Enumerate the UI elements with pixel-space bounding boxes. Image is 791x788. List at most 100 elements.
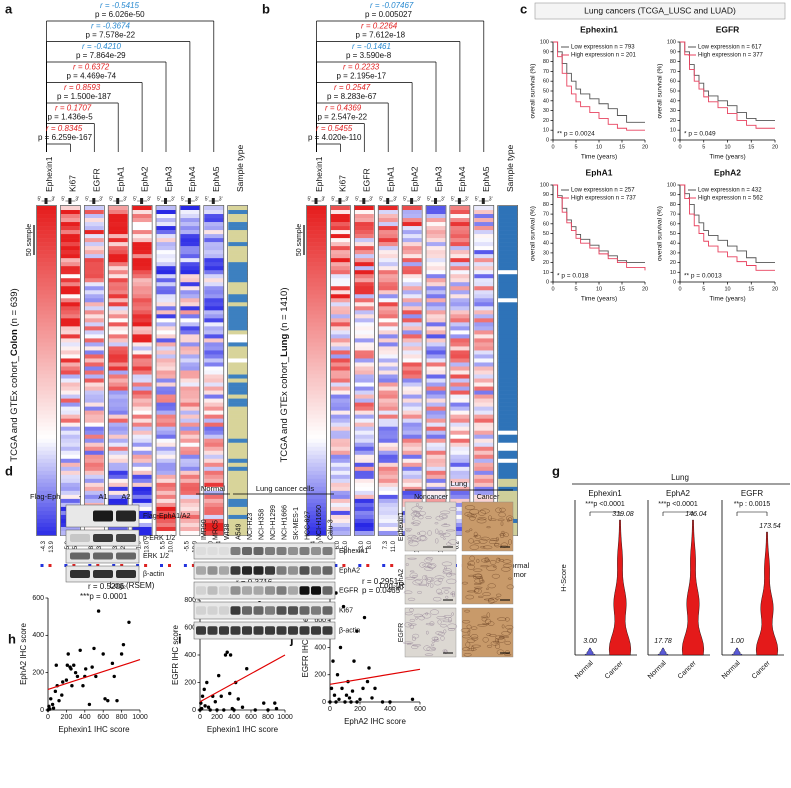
heatmap-cell — [60, 246, 80, 251]
chart-title: EGFR — [716, 24, 740, 34]
heatmap-cell — [228, 366, 248, 371]
heatmap-frame — [449, 205, 471, 536]
heatmap-cell — [378, 282, 398, 287]
x-tick-label: 20 — [772, 144, 778, 150]
heatmap-cell — [108, 446, 128, 452]
heatmap-cell — [474, 398, 494, 403]
heatmap-cell — [108, 418, 128, 423]
heatmap-cell — [204, 330, 224, 335]
heatmap-cell — [132, 494, 152, 500]
heatmap-cell — [37, 270, 56, 275]
gene-end: 5' — [308, 196, 312, 202]
x-tick-label: 10 — [724, 144, 730, 150]
heatmap-cell — [204, 234, 224, 239]
heatmap-cell — [37, 430, 56, 435]
heatmap-cell — [180, 406, 200, 411]
heatmap-frame — [36, 205, 57, 536]
heatmap-cell — [60, 210, 80, 215]
heatmap-cell — [204, 398, 224, 403]
range-label: 13.9 — [49, 540, 55, 552]
heatmap-cell — [450, 354, 470, 359]
heatmap-cell — [307, 378, 326, 383]
heatmap-cell — [498, 390, 518, 395]
ihc-texture — [467, 560, 475, 566]
heatmap-cell — [132, 414, 152, 419]
lane-header: Flag-Eph — [30, 492, 60, 501]
heatmap-cell — [498, 394, 518, 399]
ihc-texture — [419, 562, 426, 568]
heatmap-cell — [60, 378, 80, 383]
blot-band — [230, 547, 241, 555]
heatmap-cell — [228, 226, 248, 231]
ihc-texture — [434, 575, 445, 580]
heatmap-cell — [132, 422, 152, 427]
heatmap-cell — [108, 210, 128, 215]
range-swatch — [136, 564, 140, 567]
heatmap-cell — [354, 510, 374, 516]
blot-band — [207, 606, 218, 615]
heatmap-cell — [228, 458, 248, 464]
x-tick-label: 200 — [61, 714, 73, 721]
heatmap-cell — [426, 410, 446, 415]
heatmap-cell — [156, 530, 176, 536]
y-tick-label: 400 — [184, 652, 196, 659]
heatmap-cell — [402, 486, 422, 492]
band-label: EGFR — [339, 587, 358, 594]
heatmap-cell — [450, 334, 470, 339]
blot-band — [207, 547, 218, 555]
heatmap-cell — [180, 298, 200, 303]
heatmap-cell — [378, 278, 398, 283]
point — [75, 674, 80, 679]
gene-end: 3' — [195, 196, 199, 202]
blot-band — [276, 626, 287, 635]
heatmap-cell — [402, 286, 422, 291]
gene-end: 3' — [75, 196, 79, 202]
heatmap-cell — [156, 310, 176, 315]
gene-structure — [187, 198, 191, 204]
heatmap-cell — [402, 410, 422, 415]
heatmap-cell — [474, 442, 494, 448]
heatmap-cell — [84, 430, 104, 435]
heatmap-cell — [378, 506, 398, 512]
heatmap-cell — [378, 246, 398, 251]
heatmap-cell — [156, 230, 176, 235]
heatmap-cell — [450, 226, 470, 231]
heatmap-cell — [84, 214, 104, 219]
r-value: r = 0.1707 — [55, 104, 92, 113]
blot-band — [265, 547, 275, 555]
blot-band — [311, 586, 321, 595]
heatmap-cell — [426, 330, 446, 335]
gene-structure — [211, 198, 215, 204]
heatmap-cell — [354, 458, 374, 464]
x-axis-label: EphA2 IHC score — [344, 717, 406, 726]
heatmap-cell — [228, 490, 248, 496]
heatmap-cell — [156, 426, 176, 431]
heatmap-cell — [37, 474, 56, 480]
heatmap-cell — [132, 258, 152, 263]
heatmap-cell — [426, 390, 446, 395]
heatmap-cell — [354, 366, 374, 371]
heatmap-cell — [60, 494, 80, 500]
heatmap-cell — [378, 374, 398, 379]
r-value: r = -0.4210 — [82, 42, 121, 51]
heatmap-cell — [156, 454, 176, 460]
heatmap-cell — [330, 298, 350, 303]
heatmap-cell — [132, 418, 152, 423]
ihc-texture — [497, 617, 507, 621]
heatmap-cell — [307, 434, 326, 440]
heatmap-cell — [426, 306, 446, 311]
ihc-texture — [490, 641, 500, 646]
range-label: 6.0 — [335, 540, 341, 549]
ihc-texture — [448, 539, 458, 545]
heatmap-cell — [84, 338, 104, 343]
category-label: Cancer — [751, 659, 772, 680]
ihc-texture — [443, 537, 446, 540]
heatmap-cell — [378, 470, 398, 476]
heatmap-cell — [474, 466, 494, 472]
heatmap-frame — [155, 205, 177, 536]
point — [232, 708, 236, 712]
heatmap-cell — [180, 318, 200, 323]
heatmap-cell — [307, 458, 326, 464]
heatmap-cell — [204, 262, 224, 267]
heatmap-cell — [450, 434, 470, 440]
